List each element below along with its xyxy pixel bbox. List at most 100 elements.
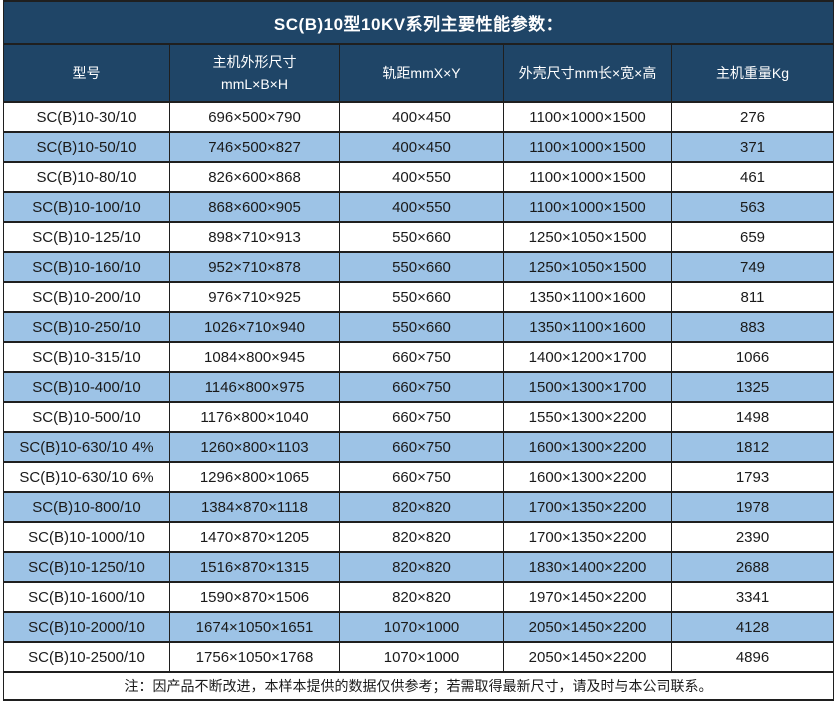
table-row: SC(B)10-2500/10 1756×1050×1768 1070×1000… [3, 641, 835, 673]
cell-model: SC(B)10-200/10 [3, 281, 170, 313]
cell-weight: 4896 [670, 641, 835, 673]
cell-rail: 550×660 [339, 281, 504, 313]
column-header-dims-label-line2: mmL×B×H [221, 76, 288, 92]
cell-rail: 400×550 [339, 191, 504, 223]
cell-shell: 1600×1300×2200 [503, 461, 672, 493]
table-row: SC(B)10-630/10 4% 1260×800×1103 660×750 … [3, 431, 835, 463]
cell-model: SC(B)10-250/10 [3, 311, 170, 343]
cell-rail: 660×750 [339, 431, 504, 463]
cell-model: SC(B)10-315/10 [3, 341, 170, 373]
cell-shell: 1400×1200×1700 [503, 341, 672, 373]
cell-rail: 1070×1000 [339, 611, 504, 643]
cell-dims: 1296×800×1065 [169, 461, 340, 493]
column-header-shell: 外壳尺寸mm长×宽×高 [503, 43, 672, 103]
column-header-weight: 主机重量Kg [670, 43, 835, 103]
table-row: SC(B)10-1600/10 1590×870×1506 820×820 19… [3, 581, 835, 613]
cell-rail: 660×750 [339, 341, 504, 373]
cell-model: SC(B)10-500/10 [3, 401, 170, 433]
cell-shell: 2050×1450×2200 [503, 641, 672, 673]
cell-model: SC(B)10-125/10 [3, 221, 170, 253]
cell-model: SC(B)10-100/10 [3, 191, 170, 223]
cell-shell: 1100×1000×1500 [503, 161, 672, 193]
cell-shell: 1600×1300×2200 [503, 431, 672, 463]
cell-weight: 2688 [670, 551, 835, 583]
cell-weight: 3341 [670, 581, 835, 613]
table-body: SC(B)10-30/10 696×500×790 400×450 1100×1… [3, 101, 835, 673]
table-row: SC(B)10-400/10 1146×800×975 660×750 1500… [3, 371, 835, 403]
cell-dims: 1590×870×1506 [169, 581, 340, 613]
cell-weight: 1325 [670, 371, 835, 403]
cell-rail: 820×820 [339, 491, 504, 523]
cell-weight: 1066 [670, 341, 835, 373]
footnote: 注：因产品不断改进，本样本提供的数据仅供参考；若需取得最新尺寸，请及时与本公司联… [2, 671, 835, 701]
cell-shell: 2050×1450×2200 [503, 611, 672, 643]
cell-weight: 1978 [670, 491, 835, 523]
table-row: SC(B)10-630/10 6% 1296×800×1065 660×750 … [3, 461, 835, 493]
cell-dims: 1026×710×940 [169, 311, 340, 343]
cell-model: SC(B)10-2500/10 [3, 641, 170, 673]
cell-rail: 820×820 [339, 551, 504, 583]
cell-rail: 660×750 [339, 461, 504, 493]
cell-rail: 660×750 [339, 371, 504, 403]
cell-dims: 1756×1050×1768 [169, 641, 340, 673]
cell-weight: 1793 [670, 461, 835, 493]
cell-shell: 1250×1050×1500 [503, 251, 672, 283]
cell-weight: 276 [670, 101, 835, 133]
cell-rail: 550×660 [339, 251, 504, 283]
cell-dims: 952×710×878 [169, 251, 340, 283]
cell-rail: 820×820 [339, 521, 504, 553]
table-row: SC(B)10-200/10 976×710×925 550×660 1350×… [3, 281, 835, 313]
cell-dims: 1674×1050×1651 [169, 611, 340, 643]
cell-dims: 1470×870×1205 [169, 521, 340, 553]
cell-shell: 1350×1100×1600 [503, 311, 672, 343]
table-row: SC(B)10-100/10 868×600×905 400×550 1100×… [3, 191, 835, 223]
cell-dims: 696×500×790 [169, 101, 340, 133]
cell-dims: 1084×800×945 [169, 341, 340, 373]
cell-model: SC(B)10-1000/10 [3, 521, 170, 553]
column-header-dims-label-line1: 主机外形尺寸 [212, 54, 297, 70]
cell-shell: 1830×1400×2200 [503, 551, 672, 583]
table-row: SC(B)10-250/10 1026×710×940 550×660 1350… [3, 311, 835, 343]
cell-weight: 659 [670, 221, 835, 253]
cell-model: SC(B)10-80/10 [3, 161, 170, 193]
cell-dims: 1176×800×1040 [169, 401, 340, 433]
cell-model: SC(B)10-30/10 [3, 101, 170, 133]
cell-rail: 550×660 [339, 311, 504, 343]
title-row: SC(B)10型10KV系列主要性能参数： [2, 0, 835, 45]
table-row: SC(B)10-2000/10 1674×1050×1651 1070×1000… [3, 611, 835, 643]
column-header-rail-label: 轨距mmX×Y [382, 65, 461, 81]
cell-model: SC(B)10-2000/10 [3, 611, 170, 643]
cell-dims: 868×600×905 [169, 191, 340, 223]
cell-rail: 820×820 [339, 581, 504, 613]
table-row: SC(B)10-50/10 746×500×827 400×450 1100×1… [3, 131, 835, 163]
cell-weight: 2390 [670, 521, 835, 553]
column-header-model-label: 型号 [72, 65, 101, 81]
cell-rail: 550×660 [339, 221, 504, 253]
table-row: SC(B)10-1250/10 1516×870×1315 820×820 18… [3, 551, 835, 583]
cell-shell: 1700×1350×2200 [503, 491, 672, 523]
cell-weight: 811 [670, 281, 835, 313]
cell-dims: 1516×870×1315 [169, 551, 340, 583]
column-header-shell-label: 外壳尺寸mm长×宽×高 [518, 65, 657, 81]
cell-dims: 826×600×868 [169, 161, 340, 193]
column-header-dims: 主机外形尺寸 mmL×B×H [169, 43, 340, 103]
table-row: SC(B)10-315/10 1084×800×945 660×750 1400… [3, 341, 835, 373]
cell-dims: 746×500×827 [169, 131, 340, 163]
cell-weight: 563 [670, 191, 835, 223]
cell-shell: 1100×1000×1500 [503, 131, 672, 163]
note-row: 注：因产品不断改进，本样本提供的数据仅供参考；若需取得最新尺寸，请及时与本公司联… [2, 671, 835, 701]
cell-weight: 883 [670, 311, 835, 343]
cell-weight: 749 [670, 251, 835, 283]
cell-dims: 1384×870×1118 [169, 491, 340, 523]
cell-model: SC(B)10-1250/10 [3, 551, 170, 583]
cell-weight: 1812 [670, 431, 835, 463]
cell-shell: 1100×1000×1500 [503, 101, 672, 133]
cell-rail: 400×550 [339, 161, 504, 193]
column-header-model: 型号 [3, 43, 170, 103]
cell-model: SC(B)10-630/10 4% [3, 431, 170, 463]
cell-shell: 1970×1450×2200 [503, 581, 672, 613]
cell-shell: 1100×1000×1500 [503, 191, 672, 223]
table-row: SC(B)10-125/10 898×710×913 550×660 1250×… [3, 221, 835, 253]
cell-shell: 1550×1300×2200 [503, 401, 672, 433]
